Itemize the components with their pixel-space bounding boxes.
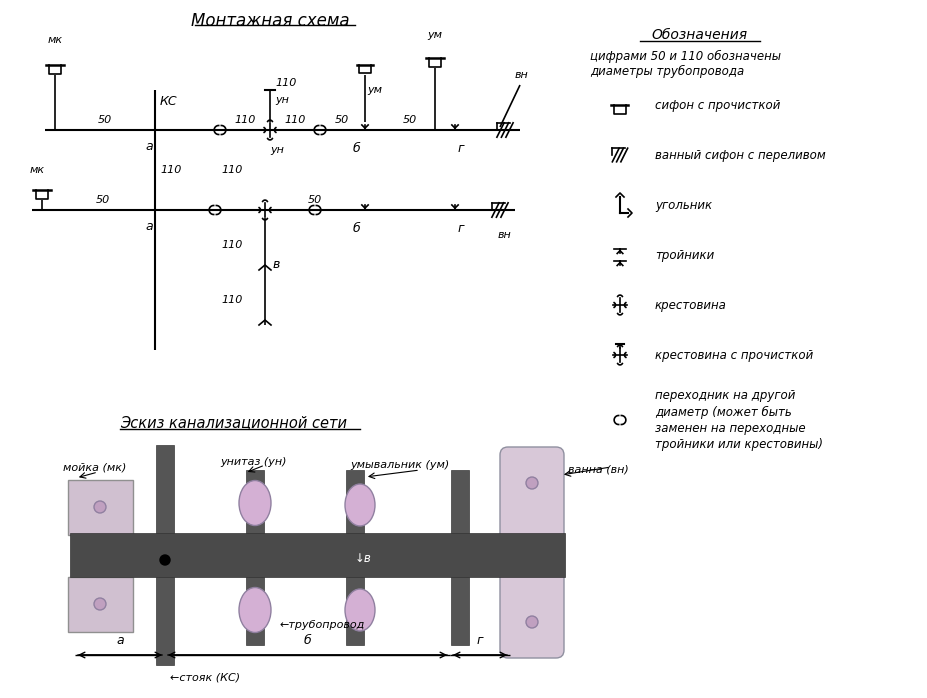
Text: в: в xyxy=(273,258,280,272)
Text: ум: ум xyxy=(427,30,442,40)
Text: угольник: угольник xyxy=(654,198,711,211)
Text: 50: 50 xyxy=(308,195,322,205)
Text: ванный сифон с переливом: ванный сифон с переливом xyxy=(654,149,825,161)
Text: б: б xyxy=(303,634,311,647)
Text: КС: КС xyxy=(159,95,177,108)
Ellipse shape xyxy=(239,480,271,526)
Text: 50: 50 xyxy=(97,115,112,125)
Ellipse shape xyxy=(345,589,375,631)
Bar xyxy=(246,470,263,645)
Circle shape xyxy=(94,598,106,610)
Bar xyxy=(346,470,363,645)
Text: 110: 110 xyxy=(222,165,243,175)
Ellipse shape xyxy=(345,484,375,526)
Text: а: а xyxy=(116,634,123,647)
Text: Эскиз канализационной сети: Эскиз канализационной сети xyxy=(120,415,347,430)
Text: унитаз (ун): унитаз (ун) xyxy=(220,457,286,467)
Text: 110: 110 xyxy=(284,115,305,125)
Text: ун: ун xyxy=(274,95,288,105)
Bar xyxy=(68,480,133,535)
Bar xyxy=(70,533,565,577)
Text: 50: 50 xyxy=(402,115,416,125)
Text: ум: ум xyxy=(366,85,382,95)
Text: 110: 110 xyxy=(234,115,256,125)
Text: ванна (вн): ванна (вн) xyxy=(567,465,629,475)
Text: 110: 110 xyxy=(274,78,296,88)
Text: 110: 110 xyxy=(222,240,243,250)
Text: 110: 110 xyxy=(159,165,181,175)
Text: сифон с прочисткой: сифон с прочисткой xyxy=(654,98,780,112)
Text: г: г xyxy=(476,634,483,647)
Text: г: г xyxy=(458,222,464,235)
Text: Монтажная схема: Монтажная схема xyxy=(190,12,349,30)
Bar xyxy=(156,445,174,665)
Text: крестовина: крестовина xyxy=(654,299,726,311)
Text: ↓в: ↓в xyxy=(355,551,372,565)
Text: мк: мк xyxy=(47,35,62,45)
Text: 50: 50 xyxy=(335,115,349,125)
FancyBboxPatch shape xyxy=(500,447,564,658)
Text: 50: 50 xyxy=(95,195,110,205)
Text: умывальник (ум): умывальник (ум) xyxy=(349,460,449,470)
Circle shape xyxy=(94,501,106,513)
Text: Обозначения: Обозначения xyxy=(652,28,747,42)
Circle shape xyxy=(526,616,538,628)
Text: вн: вн xyxy=(498,230,511,240)
Circle shape xyxy=(159,555,170,565)
Text: мк: мк xyxy=(30,165,44,175)
Text: а: а xyxy=(146,140,153,153)
Bar xyxy=(451,470,468,645)
Text: мойка (мк): мойка (мк) xyxy=(63,462,126,472)
Text: тройники: тройники xyxy=(654,248,714,262)
Text: г: г xyxy=(458,142,464,155)
Text: б: б xyxy=(352,222,360,235)
Ellipse shape xyxy=(239,588,271,632)
Text: а: а xyxy=(146,220,153,233)
Text: ун: ун xyxy=(270,145,284,155)
Text: ←трубопровод: ←трубопровод xyxy=(280,620,365,630)
Text: ←стояк (КС): ←стояк (КС) xyxy=(170,673,240,683)
Text: б: б xyxy=(352,142,360,155)
Circle shape xyxy=(526,477,538,489)
Text: диаметры трубопровода: диаметры трубопровода xyxy=(590,65,743,78)
Text: крестовина с прочисткой: крестовина с прочисткой xyxy=(654,348,812,362)
Text: цифрами 50 и 110 обозначены: цифрами 50 и 110 обозначены xyxy=(590,50,781,63)
Text: 110: 110 xyxy=(222,295,243,305)
Bar xyxy=(68,577,133,632)
Text: вн: вн xyxy=(514,70,528,80)
Text: переходник на другой
диаметр (может быть
заменен на переходные
тройники или крес: переходник на другой диаметр (может быть… xyxy=(654,389,822,451)
